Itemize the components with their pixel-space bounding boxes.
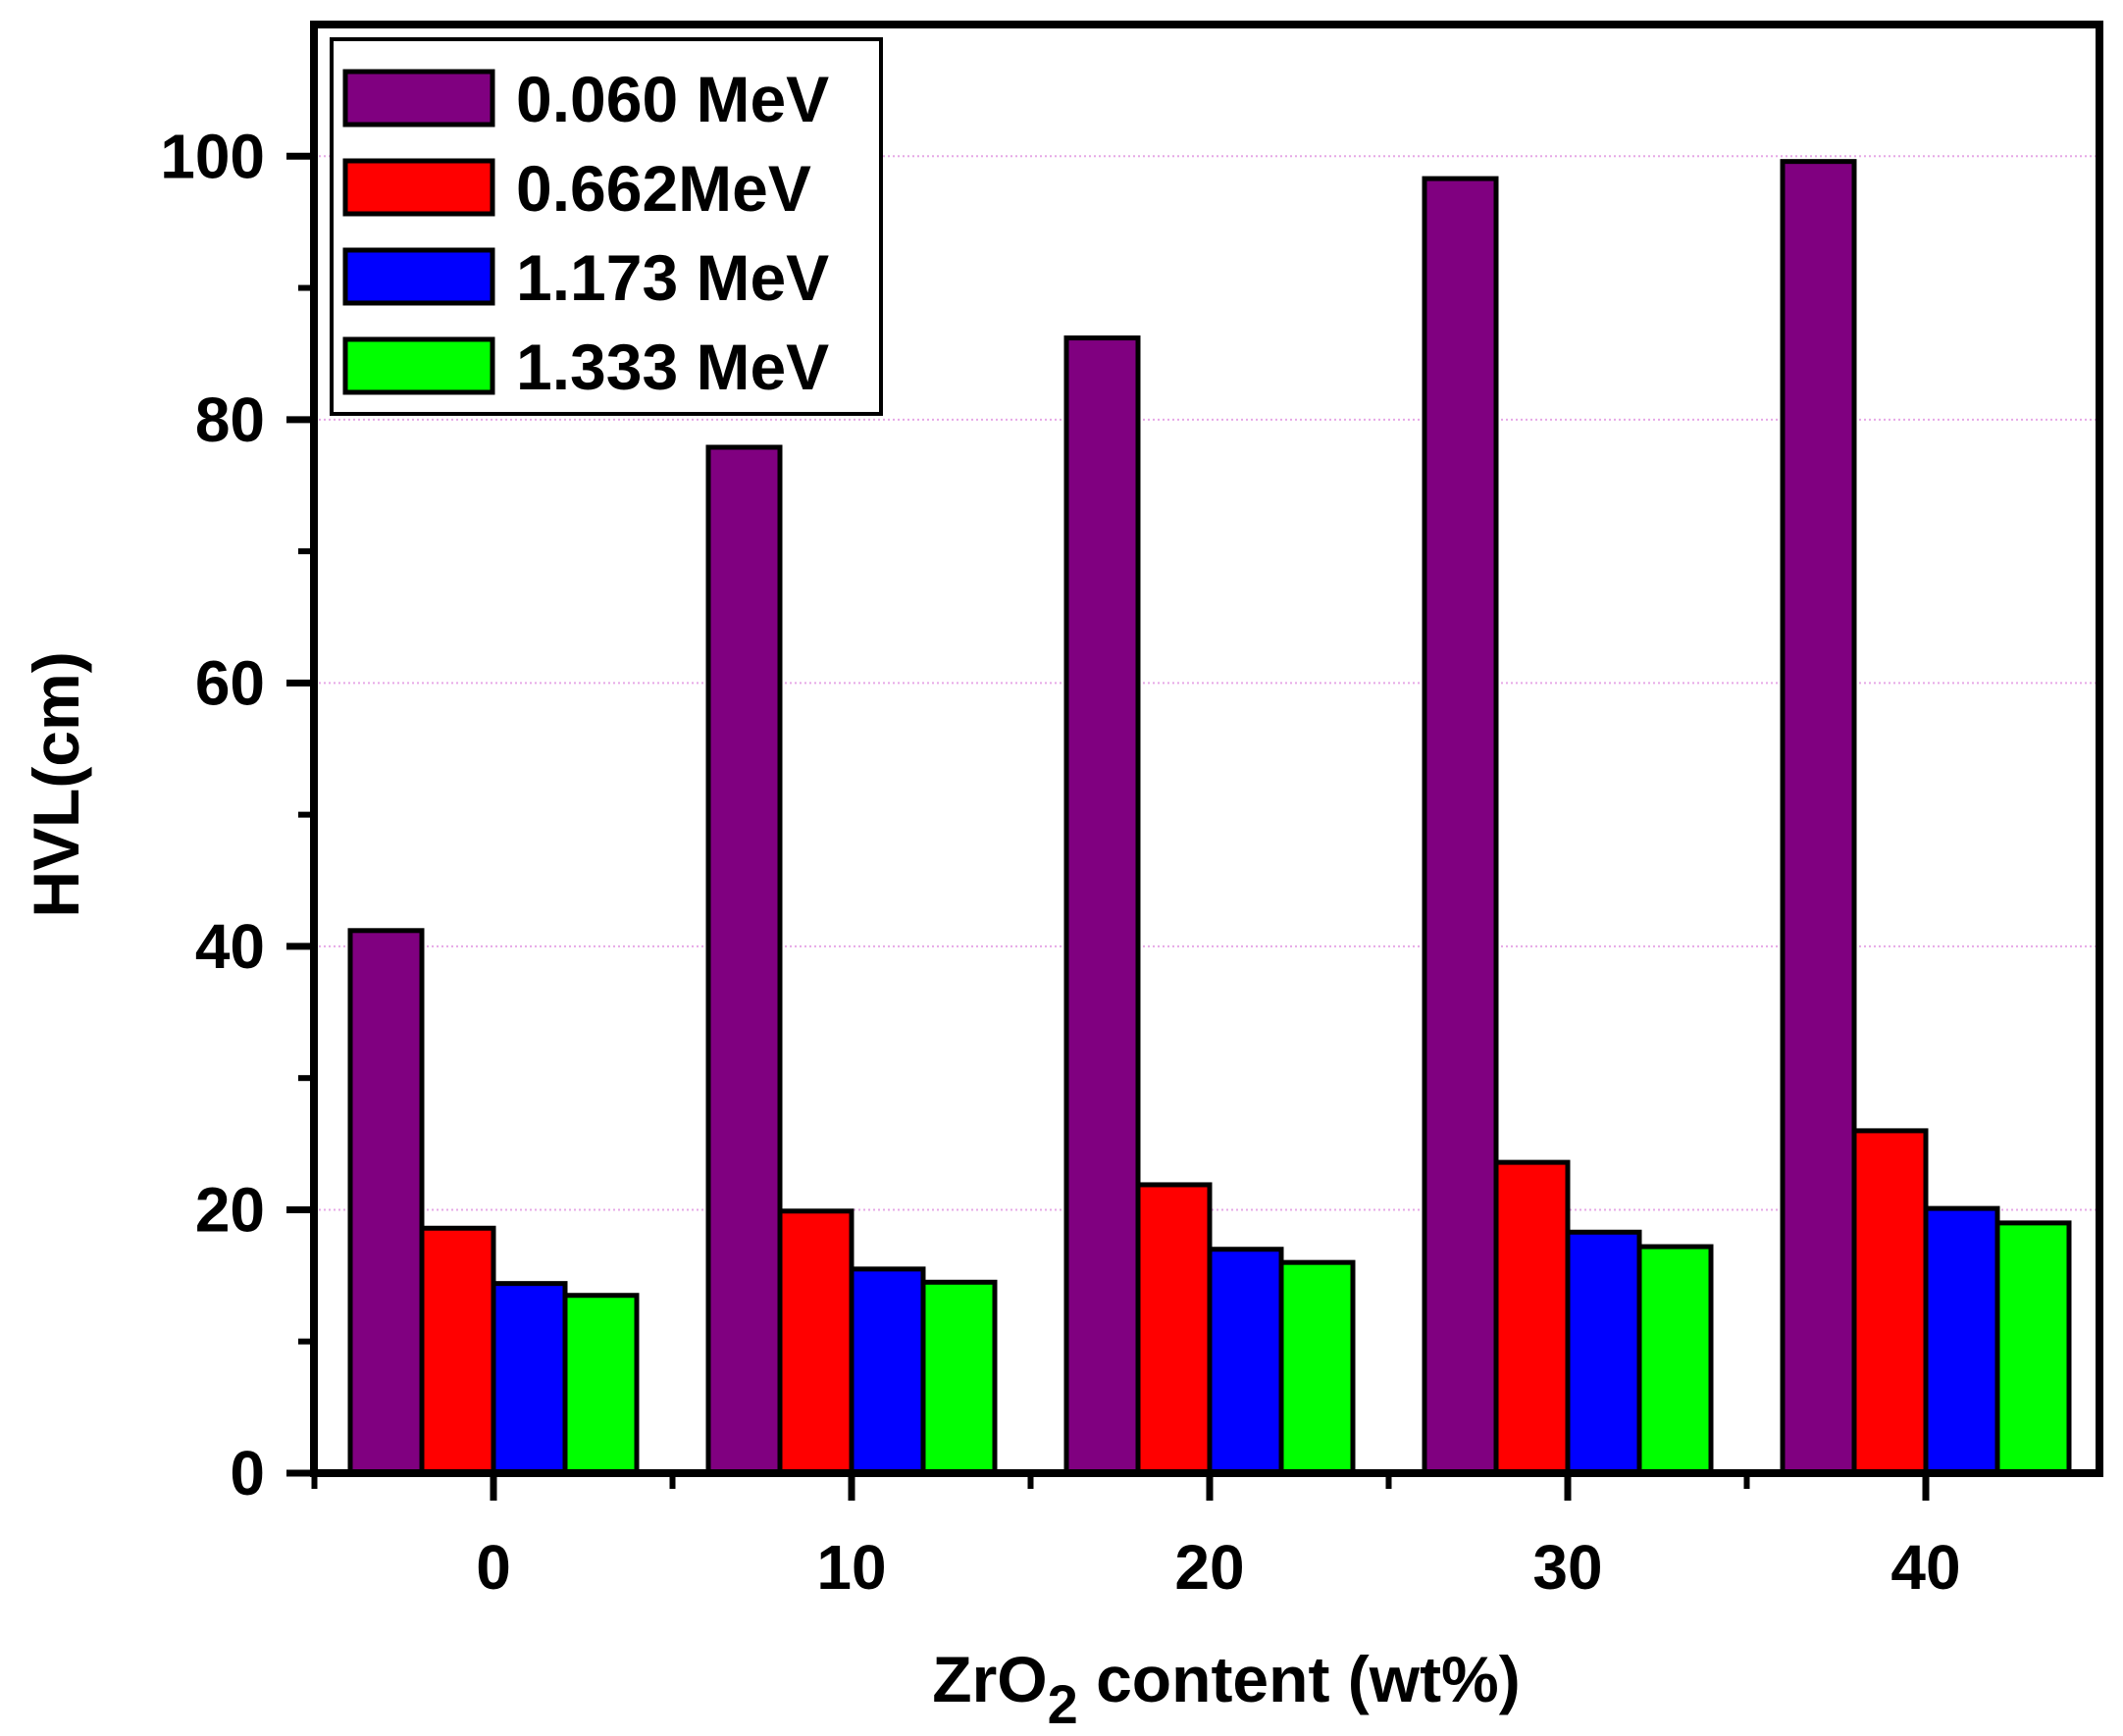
bar-0-662mev-40 (1851, 1128, 1929, 1476)
bar-1-173-mev-40 (1923, 1205, 2000, 1476)
bar-1-173-mev-0 (491, 1281, 568, 1476)
legend-swatch (342, 158, 495, 217)
bar-0-662mev-30 (1493, 1159, 1571, 1476)
legend-swatch (342, 247, 495, 306)
bars (347, 159, 2072, 1476)
x-axis-title: ZrO2 content (wt%) (932, 1643, 1520, 1735)
bar-1-173-mev-30 (1565, 1229, 1642, 1476)
bar-1-333-mev-20 (1278, 1259, 1356, 1476)
x-tick-label: 40 (1890, 1532, 1960, 1603)
bar-0-060-mev-30 (1422, 176, 1499, 1476)
bar-0-662mev-0 (419, 1225, 496, 1476)
x-tick-label: 20 (1174, 1532, 1244, 1603)
legend-label: 0.662MeV (516, 152, 811, 225)
x-axis-title-main: ZrO (932, 1643, 1047, 1715)
bar-0-662mev-20 (1135, 1182, 1213, 1476)
bar-1-333-mev-40 (1994, 1220, 2072, 1476)
y-tick-label: 40 (195, 911, 265, 982)
legend-swatch (342, 336, 495, 395)
bar-1-173-mev-10 (849, 1266, 926, 1476)
bar-0-060-mev-10 (705, 444, 783, 1476)
legend-label: 1.333 MeV (516, 331, 829, 403)
x-tick-label: 30 (1532, 1532, 1602, 1603)
y-tick-label: 80 (195, 384, 265, 455)
bar-0-060-mev-0 (347, 928, 425, 1476)
bar-0-060-mev-20 (1063, 335, 1141, 1476)
bar-1-333-mev-30 (1636, 1244, 1714, 1476)
ticks: 0 20 40 60 80 100 0 10 20 30 40 (160, 121, 1960, 1603)
y-axis-title: HVL(cm) (20, 651, 92, 917)
y-tick-label: 60 (195, 647, 265, 718)
x-tick-label: 0 (476, 1532, 511, 1603)
bar-1-333-mev-0 (562, 1293, 640, 1476)
legend-swatch (342, 69, 495, 128)
bar-1-333-mev-10 (920, 1279, 998, 1476)
x-tick-label: 10 (816, 1532, 886, 1603)
y-tick-label: 20 (195, 1174, 265, 1245)
bar-0-662mev-10 (777, 1208, 854, 1476)
bar-1-173-mev-20 (1207, 1247, 1284, 1476)
legend: 0.060 MeV 0.662MeV 1.173 MeV 1.333 MeV (330, 37, 883, 416)
legend-label: 0.060 MeV (516, 63, 829, 135)
legend-label: 1.173 MeV (516, 241, 829, 314)
y-tick-label: 0 (230, 1438, 265, 1508)
bar-0-060-mev-40 (1780, 159, 1857, 1476)
x-axis-title-subscript: 2 (1048, 1673, 1078, 1735)
y-tick-label: 100 (160, 121, 265, 191)
x-axis-title-rest: content (wt%) (1078, 1643, 1521, 1715)
